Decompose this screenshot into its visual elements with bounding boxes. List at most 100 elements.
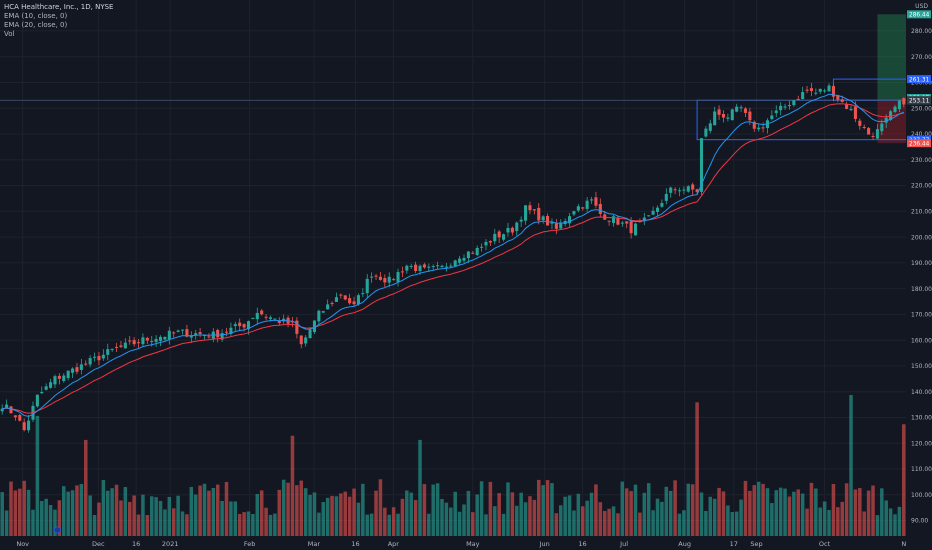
candle-body <box>743 108 748 113</box>
volume-bar <box>558 505 563 536</box>
volume-bar <box>431 484 435 536</box>
volume-bar <box>233 501 238 536</box>
price-tag-label: 286.44 <box>909 13 930 19</box>
candle-body <box>827 85 831 92</box>
volume-bar <box>827 509 831 536</box>
candle-body <box>414 264 418 271</box>
volume-bar <box>743 480 748 536</box>
candle-body <box>49 382 53 388</box>
candle-body <box>75 367 79 372</box>
candle-body <box>198 332 202 334</box>
x-axis-label: 16 <box>132 540 140 548</box>
candle-body <box>264 316 268 318</box>
volume-bar <box>673 480 677 536</box>
candle-body <box>405 265 409 271</box>
y-axis-tick-label: 150.00 <box>911 363 932 370</box>
volume-bar <box>299 480 304 536</box>
candle-body <box>801 92 805 100</box>
candle-body <box>418 265 422 271</box>
volume-bar <box>387 514 391 536</box>
candle-body <box>304 337 308 344</box>
candle-body <box>141 337 145 345</box>
candle-body <box>660 203 664 207</box>
volume-bar <box>655 498 660 536</box>
volume-bar <box>127 501 132 536</box>
candle-body <box>0 408 4 412</box>
volume-bar <box>383 507 387 536</box>
volume-bar <box>171 508 176 536</box>
candle-body <box>207 336 211 338</box>
volume-bar <box>88 495 92 536</box>
price-tag-bg <box>907 10 931 19</box>
x-axis-label: Mar <box>308 540 321 548</box>
candle-body <box>867 128 871 135</box>
volume-bar <box>409 492 413 536</box>
volume-bar <box>594 484 598 536</box>
volume-bar <box>484 514 488 536</box>
volume-bar <box>110 488 114 536</box>
volume-bar <box>18 488 22 536</box>
candle-body <box>40 391 44 394</box>
candle-body <box>66 370 70 379</box>
candle-body <box>673 189 677 191</box>
candle-body <box>677 190 682 192</box>
y-axis-tick-label: 230.00 <box>911 157 932 164</box>
volume-bar <box>70 490 75 536</box>
volume-bar <box>726 505 730 536</box>
price-tag-label: 253.11 <box>909 98 930 104</box>
candle-body <box>576 206 580 211</box>
candle-body <box>299 335 303 345</box>
volume-bar <box>479 481 484 536</box>
candle-body <box>792 100 796 106</box>
volume-bar <box>717 487 721 536</box>
volume-bar <box>778 487 783 536</box>
candle-body <box>268 317 273 319</box>
candle-body <box>796 98 800 100</box>
candle-body <box>836 95 840 100</box>
candle-body <box>5 404 9 408</box>
volume-bar <box>145 515 150 536</box>
volume-bar <box>158 500 163 536</box>
volume-bar <box>26 489 31 536</box>
volume-bar <box>369 513 374 536</box>
candle-body <box>374 275 378 277</box>
candle-body <box>101 354 105 359</box>
volume-bar <box>185 514 189 536</box>
volume-bar <box>427 513 431 536</box>
candle-body <box>568 216 572 224</box>
candle-body <box>128 340 132 342</box>
volume-bar <box>84 439 88 536</box>
candle-body <box>220 333 224 340</box>
legend-ema10: EMA (10, close, 0) <box>4 12 68 20</box>
candle-body <box>589 199 594 201</box>
volume-bar <box>92 514 97 536</box>
x-axis-label: Dec <box>92 540 105 548</box>
volume-bar <box>836 507 840 536</box>
candle-body <box>858 120 862 126</box>
volume-bar <box>62 486 66 536</box>
volume-bar <box>251 514 255 536</box>
candle-body <box>79 364 83 370</box>
volume-bar <box>229 501 233 536</box>
volume-bar <box>554 513 559 536</box>
volume-bar <box>840 501 844 536</box>
y-axis-tick-label: 170.00 <box>911 312 932 319</box>
candle-body <box>818 88 822 92</box>
candle-body <box>761 127 765 129</box>
candle-body <box>427 266 431 268</box>
volume-bar <box>308 494 312 536</box>
price-tag-bg <box>907 139 931 148</box>
candle-body <box>348 298 352 304</box>
candle-body <box>409 265 413 267</box>
candle-body <box>466 251 470 259</box>
volume-bar <box>695 402 699 536</box>
candle-body <box>809 88 813 91</box>
candle-body <box>748 111 752 121</box>
candle-body <box>831 86 835 97</box>
candle-body <box>757 127 761 130</box>
volume-bar <box>651 510 655 536</box>
volume-bar <box>893 514 897 536</box>
candle-body <box>378 276 382 280</box>
